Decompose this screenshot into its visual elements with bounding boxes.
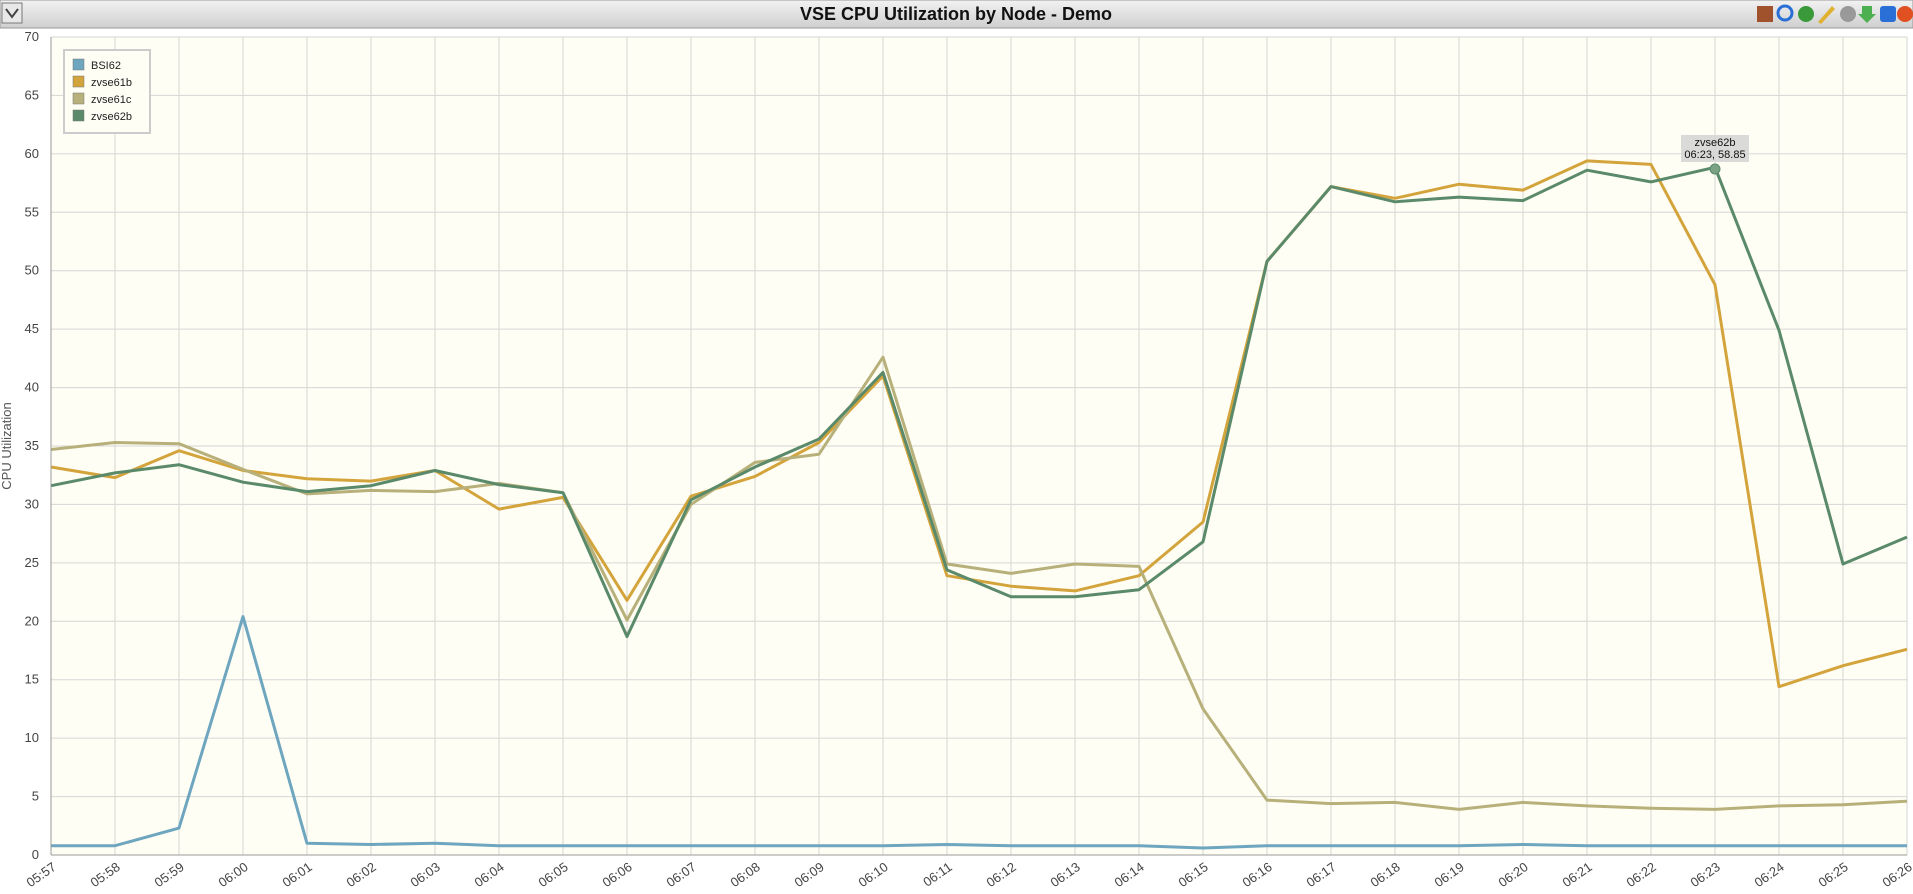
series-line xyxy=(51,615,1907,850)
y-axis-label: CPU Utilization xyxy=(0,402,14,489)
refresh-button[interactable] xyxy=(1880,6,1896,22)
y-tick-label: 60 xyxy=(25,146,39,161)
legend-label: BSI62 xyxy=(91,60,121,72)
y-tick-label: 65 xyxy=(25,87,39,102)
legend: BSI62 zvse61b zvse61c zvse62b xyxy=(63,49,151,134)
legend-label: zvse61c xyxy=(91,94,132,106)
y-tick-label: 50 xyxy=(25,263,39,278)
y-tick-label: 70 xyxy=(25,29,39,44)
download-button[interactable] xyxy=(1858,6,1876,23)
settings-button[interactable] xyxy=(1840,6,1856,22)
legend-swatch xyxy=(72,58,85,71)
y-tick-label: 35 xyxy=(25,438,39,453)
legend-label: zvse62b xyxy=(91,111,132,123)
chart-title: VSE CPU Utilization by Node - Demo xyxy=(800,4,1112,24)
y-tick-label: 30 xyxy=(25,496,39,511)
y-tick-label: 40 xyxy=(25,380,39,395)
y-tick-label: 55 xyxy=(25,204,39,219)
toolbar xyxy=(1757,4,1913,24)
tooltip-text: 06:23, 58.85 xyxy=(1684,149,1745,161)
series-line xyxy=(50,165,1908,638)
y-tick-label: 0 xyxy=(32,847,39,862)
y-tick-label: 25 xyxy=(25,555,39,570)
tooltip-marker xyxy=(1709,163,1721,175)
legend-label: zvse61b xyxy=(91,77,132,89)
zoom-button[interactable] xyxy=(1776,4,1794,22)
tooltip-box xyxy=(1681,135,1749,162)
y-tick-label: 45 xyxy=(25,321,39,336)
legend-swatch xyxy=(72,109,85,122)
y-tick-label: 20 xyxy=(25,613,39,628)
lines xyxy=(50,159,1908,850)
play-button[interactable] xyxy=(1798,6,1814,22)
collapse-icon xyxy=(5,8,19,19)
close-button[interactable] xyxy=(1897,6,1913,22)
tooltip-series: zvse62b xyxy=(1695,137,1736,149)
export-button[interactable] xyxy=(1757,6,1773,22)
y-tick-label: 15 xyxy=(25,672,39,687)
series-line xyxy=(50,159,1908,689)
legend-swatch xyxy=(72,92,85,105)
y-tick-label: 5 xyxy=(32,789,39,804)
y-tick-label: 10 xyxy=(25,730,39,745)
series-line xyxy=(50,355,1908,811)
title-bar xyxy=(0,0,1913,29)
collapse-button[interactable] xyxy=(1,2,23,24)
legend-swatch xyxy=(72,75,85,88)
edit-button[interactable] xyxy=(1818,6,1835,24)
